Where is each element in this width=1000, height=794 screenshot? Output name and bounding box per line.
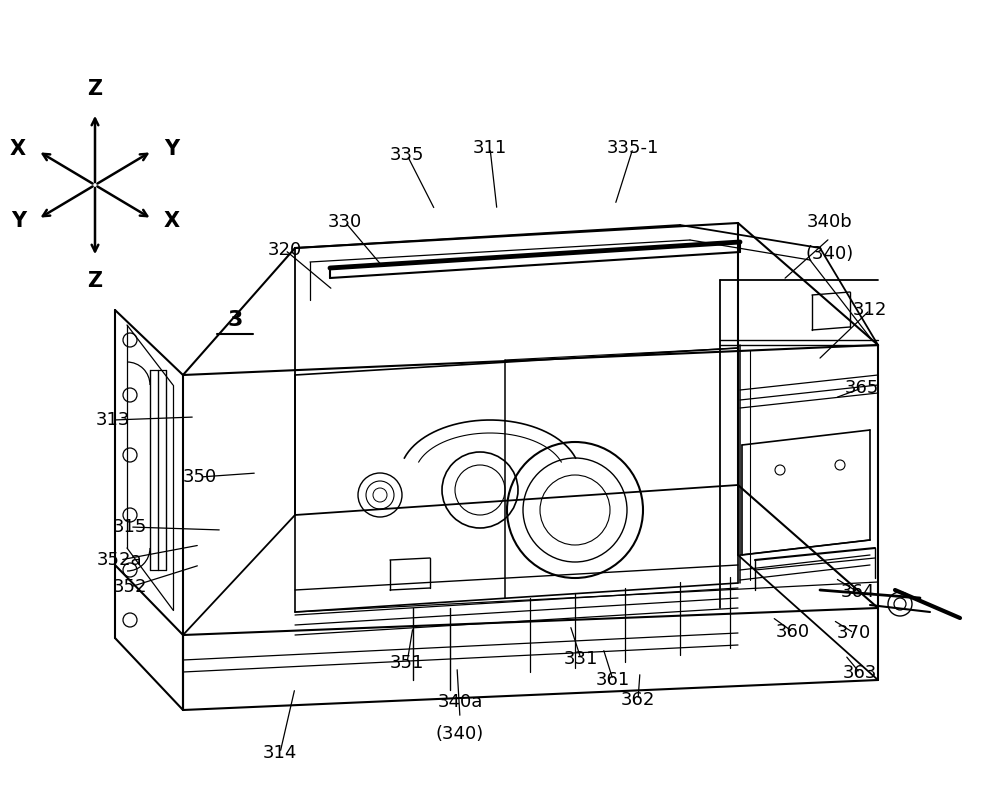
Text: 331: 331: [564, 650, 598, 668]
Text: 335-1: 335-1: [607, 139, 659, 157]
Text: (340): (340): [436, 725, 484, 743]
Text: 340b: 340b: [807, 213, 853, 231]
Text: 313: 313: [96, 411, 130, 429]
Text: 311: 311: [473, 139, 507, 157]
Text: 350: 350: [183, 468, 217, 486]
Text: 320: 320: [268, 241, 302, 259]
Text: 351: 351: [390, 654, 424, 672]
Text: 364: 364: [841, 583, 875, 601]
Text: 330: 330: [328, 213, 362, 231]
Text: 315: 315: [113, 518, 147, 536]
Text: 365: 365: [845, 379, 879, 397]
Text: 314: 314: [263, 744, 297, 762]
Text: Y: Y: [164, 139, 179, 159]
Text: Z: Z: [87, 271, 103, 291]
Text: 340a: 340a: [437, 693, 483, 711]
Text: X: X: [10, 139, 26, 159]
Text: Y: Y: [11, 211, 26, 231]
Text: 361: 361: [596, 671, 630, 689]
Text: 370: 370: [837, 624, 871, 642]
Text: 352a: 352a: [97, 551, 143, 569]
Text: X: X: [164, 211, 180, 231]
Text: 335: 335: [390, 146, 424, 164]
Text: (340): (340): [806, 245, 854, 263]
Text: 352: 352: [113, 578, 147, 596]
Text: Z: Z: [87, 79, 103, 99]
Text: 312: 312: [853, 301, 887, 319]
Text: 363: 363: [843, 664, 877, 682]
Text: 362: 362: [621, 691, 655, 709]
Text: 360: 360: [776, 623, 810, 641]
Text: 3: 3: [227, 310, 243, 330]
